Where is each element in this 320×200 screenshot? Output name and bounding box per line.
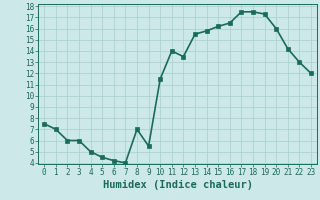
X-axis label: Humidex (Indice chaleur): Humidex (Indice chaleur) [103, 180, 252, 190]
